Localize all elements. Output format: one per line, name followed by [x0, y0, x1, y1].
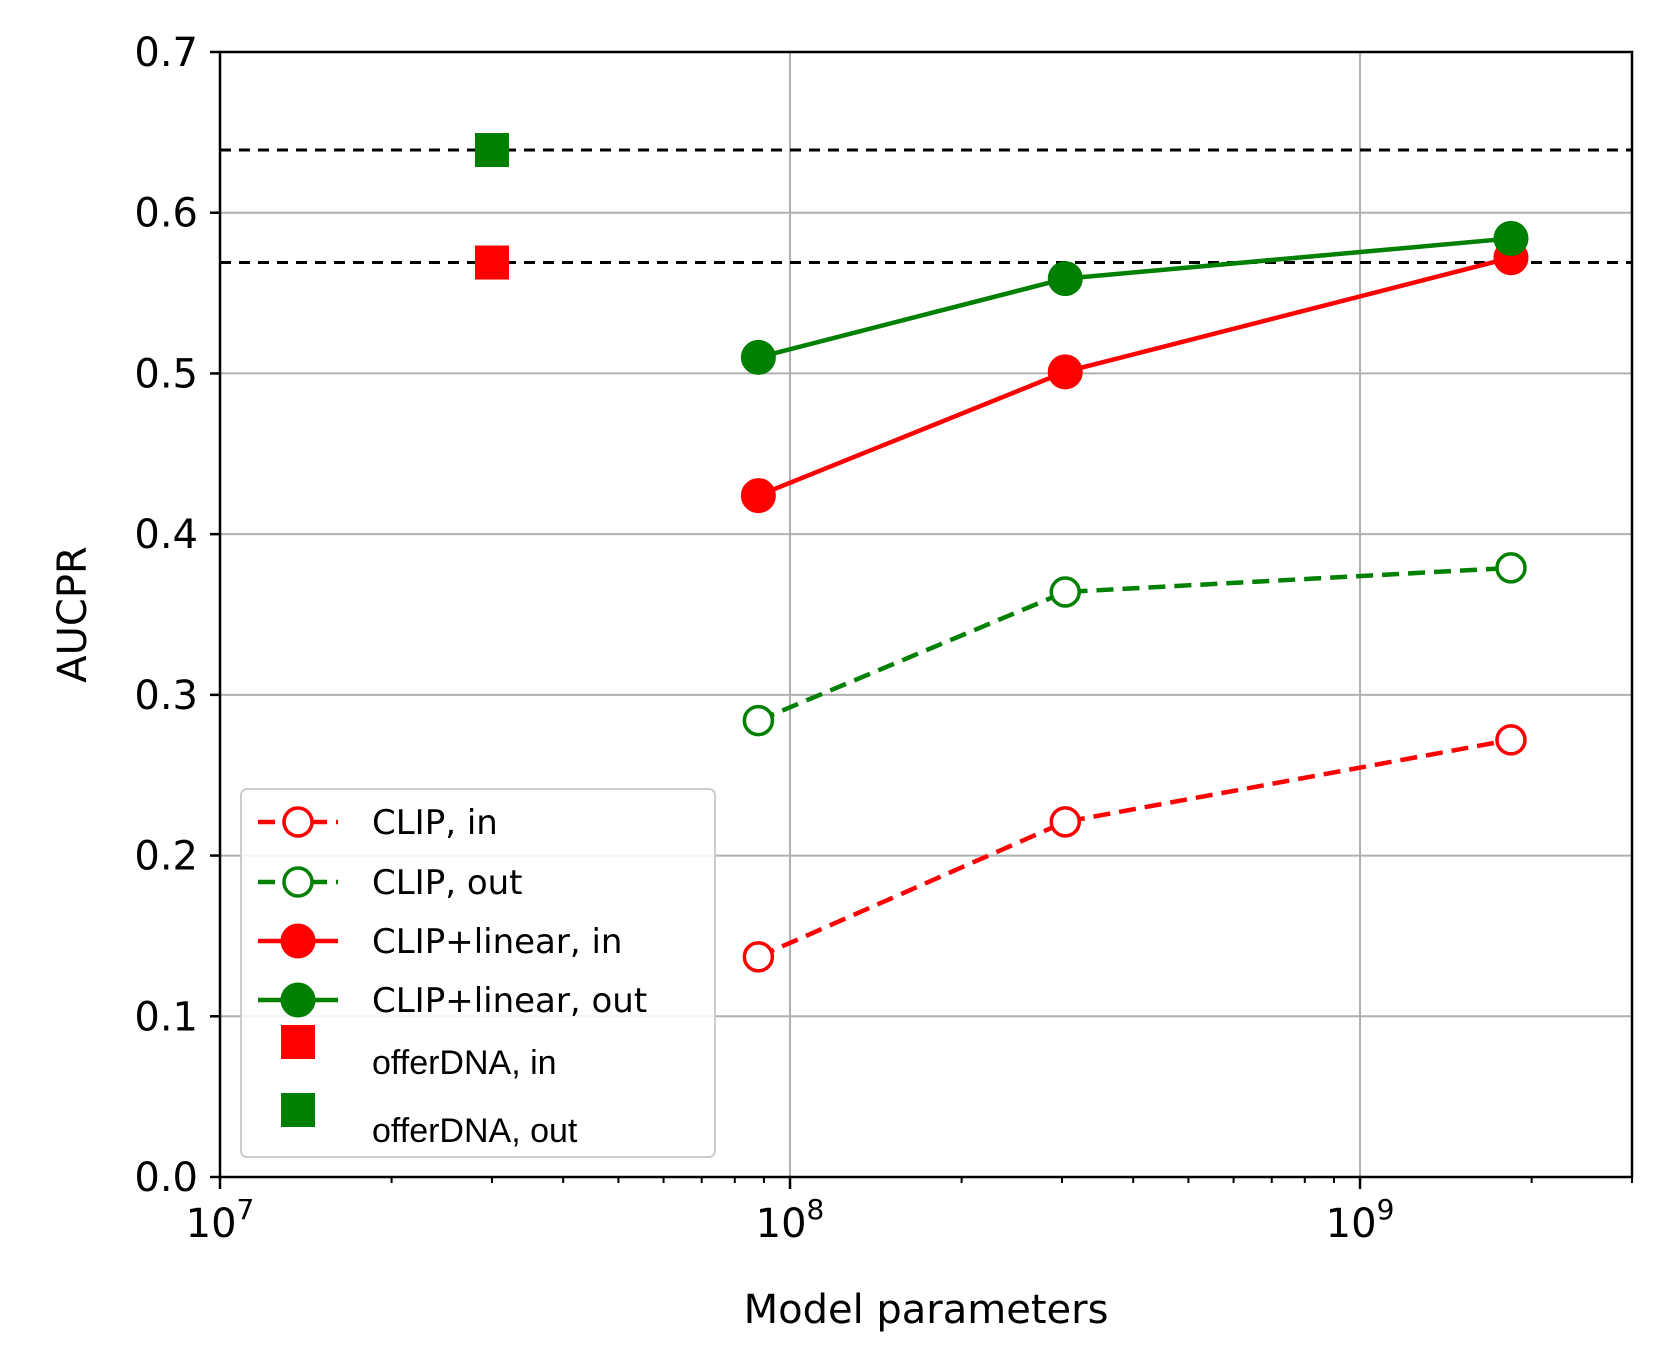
data-point — [474, 133, 509, 168]
legend-box — [240, 788, 716, 1158]
series-4 — [474, 245, 509, 280]
y-tick-label: 0.0 — [134, 1155, 198, 1201]
y-tick-label: 0.1 — [134, 994, 198, 1040]
data-point — [740, 478, 776, 514]
plot-border — [218, 50, 1634, 1179]
y-axis-title: AUCPR — [50, 546, 96, 682]
legend: CLIP, in CLIP, out CLIP+linear, in CLIP+lin… — [240, 788, 716, 1158]
legend-entry-3: CLIP+linear, out — [258, 981, 647, 1021]
y-tick-label: 0.2 — [134, 834, 198, 880]
series-5 — [474, 133, 509, 168]
legend-marker — [281, 1093, 315, 1127]
reference-lines — [220, 148, 1632, 265]
series-2 — [740, 240, 1529, 514]
data-point — [1493, 220, 1529, 256]
data-point — [474, 245, 509, 280]
data-point — [742, 704, 775, 737]
data-point — [1047, 261, 1083, 297]
legend-entry-1: CLIP, out — [258, 863, 523, 903]
data-point — [1495, 724, 1527, 756]
series-3 — [740, 220, 1529, 375]
data-point — [742, 941, 775, 973]
data-point — [1049, 576, 1082, 608]
y-tick-label: 0.3 — [134, 673, 198, 719]
y-tick-label: 0.7 — [134, 30, 198, 76]
series-0 — [742, 724, 1527, 973]
y-tick-label: 0.4 — [134, 512, 198, 558]
legend-label: CLIP+linear, in — [372, 922, 622, 962]
legend-marker — [280, 923, 316, 959]
series-line — [757, 255, 1512, 498]
series-line — [757, 565, 1512, 723]
series-lines — [474, 133, 1529, 973]
data-point — [1049, 806, 1082, 838]
legend-marker — [281, 1025, 315, 1059]
legend-label: CLIP, out — [372, 863, 523, 903]
x-tick-label: 108 — [756, 1193, 825, 1247]
axis-ticks: 0.0 0.1 0.2 0.3 0.4 0.5 0.6 0.7 107 108 109 — [134, 30, 1633, 1247]
series-line — [757, 737, 1512, 959]
legend-label: offerDNA, out — [372, 1112, 578, 1150]
series-line — [757, 236, 1512, 360]
legend-label: CLIP+linear, out — [372, 981, 647, 1021]
data-point — [1047, 354, 1083, 390]
data-point — [1495, 552, 1527, 584]
legend-entry-5: offerDNA, out — [281, 1093, 578, 1150]
legend-marker — [282, 806, 314, 838]
legend-entry-2: CLIP+linear, in — [258, 922, 622, 962]
legend-marker — [282, 866, 314, 898]
series-1 — [742, 552, 1527, 737]
legend-label: offerDNA, in — [372, 1044, 557, 1082]
x-axis-title: Model parameters — [744, 1287, 1109, 1333]
y-tick-label: 0.5 — [134, 351, 198, 397]
legend-entry-0: CLIP, in — [258, 803, 498, 843]
legend-label: CLIP, in — [372, 803, 498, 843]
legend-entry-4: offerDNA, in — [281, 1025, 557, 1082]
plot-frame — [218, 50, 1634, 1179]
x-tick-label: 109 — [1326, 1193, 1395, 1247]
x-tick-label: 107 — [186, 1193, 255, 1247]
data-point — [740, 339, 776, 375]
legend-marker — [280, 982, 316, 1018]
y-tick-label: 0.6 — [134, 191, 198, 237]
